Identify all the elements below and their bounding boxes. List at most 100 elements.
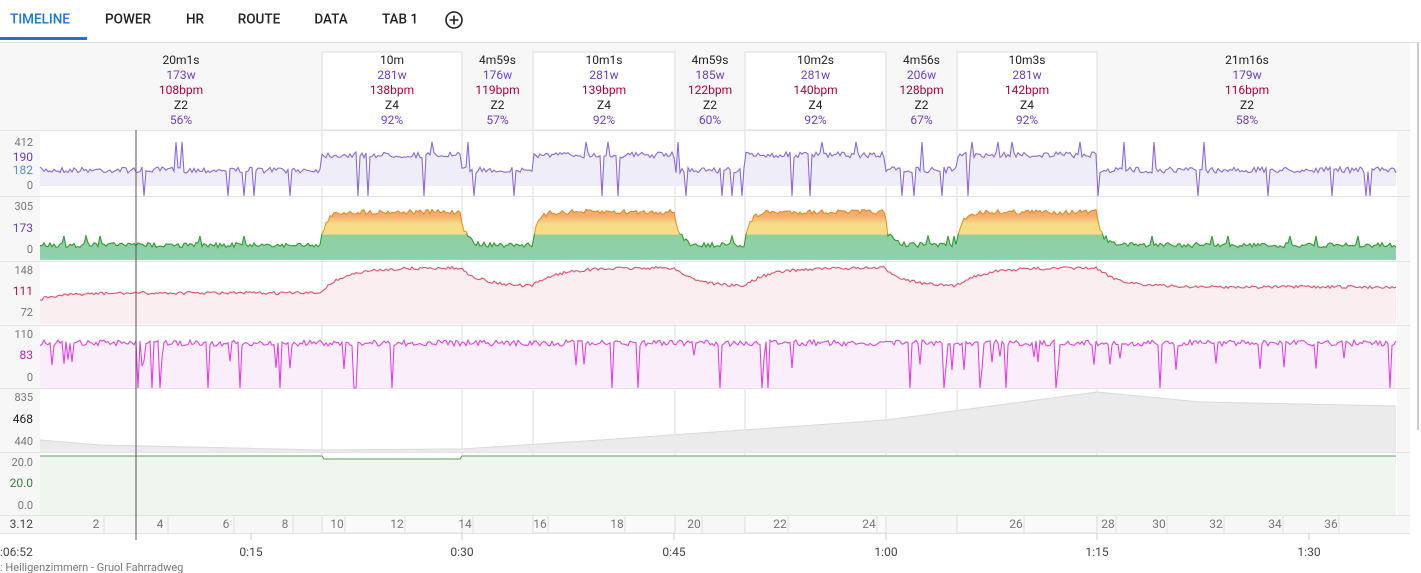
footer-route: : Heiligenzimmern - Gruol Fahrradweg [0,561,183,573]
interval-hr: 119bpm [475,83,519,97]
time-start: :06:52 [0,545,33,559]
hr-line [39,265,1397,301]
interval-pct: 92% [381,113,403,127]
interval-zone: Z4 [1020,98,1034,112]
interval-pct: 92% [1016,113,1038,127]
tab[interactable]: HR [186,12,205,28]
interval-pct: 60% [699,113,721,127]
altitude-line [39,391,1397,451]
interval-header [744,51,887,131]
tab[interactable]: DATA [314,12,347,28]
interval-power: 281w [377,68,406,82]
distance-tick: 36 [1324,517,1338,531]
track-label: 173 [13,221,33,235]
interval-hr: 139bpm [582,83,626,97]
interval-zone: Z2 [491,98,505,112]
interval-zone: Z2 [915,98,929,112]
track-label: 0 [27,371,33,384]
tab[interactable]: TAB 1 [382,12,418,28]
distance-tick: 24 [862,517,876,531]
distance-tick: 8 [282,517,289,531]
time-tick-label: 1:00 [874,545,897,559]
distance-tick: 18 [610,517,624,531]
time-tick-label: 0:30 [450,545,473,559]
track-label: 0.0 [18,499,33,512]
interval-duration: 4m59s [479,53,516,67]
distance-tick: 4 [157,517,164,531]
track-label: 412 [14,136,33,149]
tab[interactable]: POWER [105,12,151,28]
add-tab-button[interactable] [445,11,463,29]
track-label: 468 [13,412,33,426]
interval-duration: 21m16s [1225,53,1269,67]
add-tab-icon [449,15,459,25]
distance-tick: 12 [390,517,404,531]
track-label: 148 [14,264,33,277]
distance-tick: 6 [223,517,230,531]
time-tick-label: 1:30 [1297,545,1320,559]
interval-duration: 10m [380,53,404,67]
interval-pct: 56% [170,113,192,127]
track-label: 20.0 [12,456,33,469]
time-tick-label: 1:15 [1085,545,1108,559]
zones-area [40,209,1396,260]
interval-duration: 20m1s [163,53,200,67]
interval-power: 173w [166,68,195,82]
interval-hr: 142bpm [1005,83,1049,97]
distance-tick: 14 [458,517,472,531]
track-label: 72 [21,306,33,319]
distance-tick: 34 [1268,517,1282,531]
interval-zone: Z2 [174,98,188,112]
interval-power: 281w [589,68,618,82]
track-label: 0 [27,179,33,192]
distance-tick: 32 [1209,517,1223,531]
track-label: 20.0 [10,476,34,490]
cadence-area [40,340,1396,388]
track-label: 111 [13,284,33,298]
interval-duration: 4m56s [903,53,940,67]
interval-zone: Z4 [597,98,611,112]
interval-power: 206w [907,68,936,82]
interval-header [532,51,676,131]
interval-pct: 67% [910,113,932,127]
distance-tick: 28 [1101,517,1115,531]
distance-start: 3.12 [10,517,34,531]
interval-zone: Z2 [703,98,717,112]
power-line [39,141,1397,197]
track-label: 440 [14,435,33,448]
track-label: 110 [14,328,33,341]
tab[interactable]: TIMELINE [10,12,70,28]
interval-duration: 10m1s [586,53,623,67]
interval-power: 185w [695,68,724,82]
interval-hr: 116bpm [1225,83,1269,97]
power-area [40,142,1396,196]
interval-power: 179w [1232,68,1261,82]
time-tick-label: 0:15 [239,545,262,559]
track-label: 190 [13,150,33,164]
distance-tick: 30 [1152,517,1166,531]
interval-pct: 58% [1236,113,1258,127]
distance-tick: 22 [773,517,787,531]
speed-area [40,456,1396,515]
interval-header [321,51,463,131]
distance-tick: 26 [1009,517,1023,531]
interval-power: 176w [483,68,512,82]
interval-pct: 57% [486,113,508,127]
altitude-area [40,392,1396,452]
interval-hr: 138bpm [370,83,414,97]
distance-tick: 16 [533,517,547,531]
interval-hr: 128bpm [899,83,943,97]
interval-power: 281w [801,68,830,82]
interval-hr: 140bpm [793,83,837,97]
interval-hr: 108bpm [159,83,203,97]
interval-duration: 10m2s [797,53,834,67]
active-tab-indicator [0,37,87,40]
track-label: 182 [13,163,33,177]
tab[interactable]: ROUTE [238,12,281,28]
tab-bar [0,0,1421,42]
cadence-line [39,338,1397,389]
scrollbar-gutter [1410,43,1421,573]
hr-area [40,266,1396,324]
interval-duration: 10m3s [1009,53,1046,67]
